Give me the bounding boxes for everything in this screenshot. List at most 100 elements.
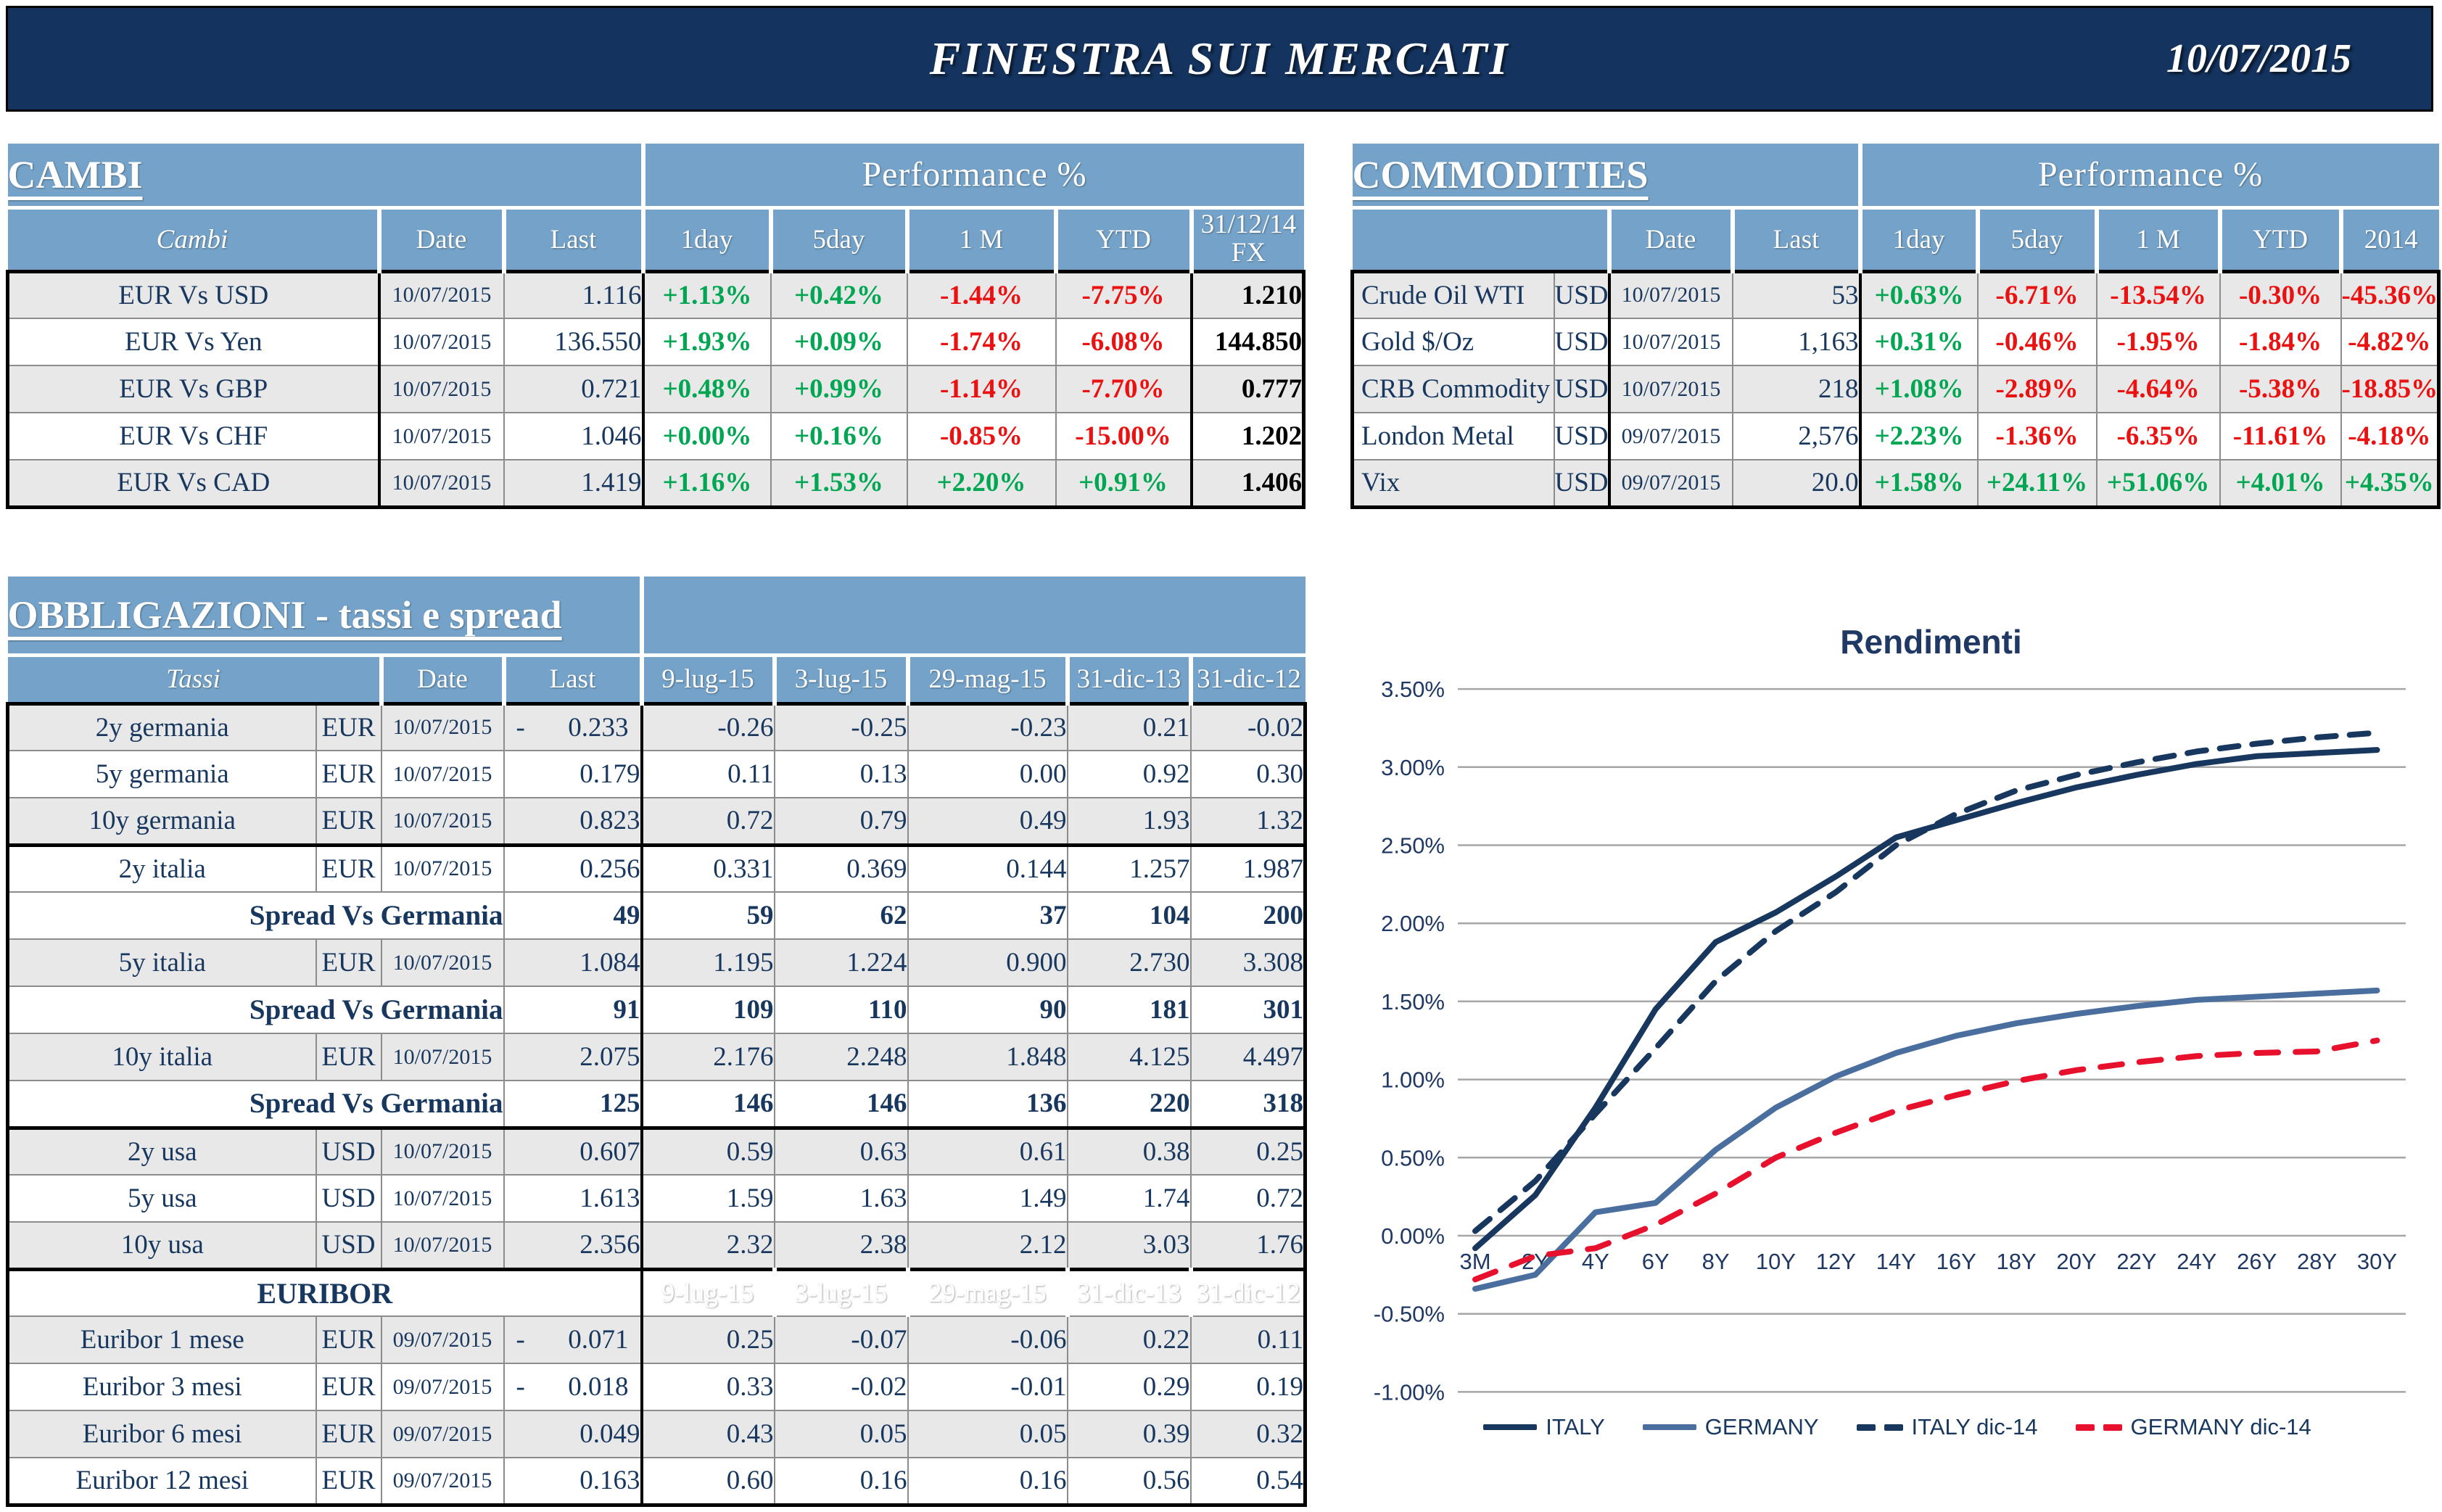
perf-cell: -1.14% [906, 365, 1056, 413]
value-cell: 2.248 [773, 1033, 908, 1081]
value-cell: 0.59 [640, 1127, 775, 1175]
table-row: EUR Vs CAD 10/07/2015 1.419 +1.16% +1.53% +2.… [6, 459, 1306, 509]
perf-cell: -6.08% [1055, 318, 1193, 365]
column-header: 5day [770, 207, 909, 271]
last-cell: 0.179 [503, 750, 643, 798]
perf-cell: -6.71% [1976, 269, 2097, 318]
line-swatch [1483, 1424, 1538, 1430]
line-swatch [1642, 1424, 1696, 1430]
dash-swatch [1884, 1424, 1903, 1431]
value-cell: 0.54 [1189, 1457, 1308, 1507]
spread-value: 318 [1189, 1080, 1308, 1130]
row-name: 10y germania [6, 797, 316, 847]
x-axis-label: 4Y [1582, 1249, 1609, 1274]
value-cell: -0.23 [907, 701, 1068, 751]
fx-cell: 1.210 [1191, 269, 1306, 318]
spread-label: Spread Vs Germania [6, 891, 504, 939]
date-cell: 10/07/2015 [380, 1221, 504, 1271]
value-cell: 0.16 [773, 1457, 908, 1507]
row-name: EUR Vs CHF [6, 412, 381, 460]
column-header: 29-mag-15 [907, 655, 1070, 703]
section-title: COMMODITIES [1352, 144, 1863, 210]
value-cell: 3.308 [1189, 938, 1308, 986]
value-cell: 1.195 [640, 938, 775, 986]
value-cell: 0.56 [1066, 1457, 1191, 1507]
currency-cell: EUR [315, 844, 381, 892]
x-axis-label: 30Y [2357, 1249, 2397, 1274]
value-cell: 0.63 [773, 1127, 908, 1175]
table-row: 2y usa USD 10/07/2015 0.607 0.59 0.63 0.61 0.38… [6, 1127, 1308, 1175]
bonds-title-row: OBBLIGAZIONI - tassi e spread [7, 577, 1305, 657]
perf-cell: +51.06% [2095, 459, 2220, 509]
perf-cell: -0.30% [2219, 269, 2341, 318]
last-accounting: - 0.071 [506, 1324, 639, 1355]
performance-header: Performance % [643, 144, 1304, 210]
series-GERMANY [1472, 987, 2380, 1292]
currency-cell: USD [315, 1174, 381, 1222]
value-cell: 2.730 [1066, 938, 1191, 986]
dash-swatch [2075, 1424, 2095, 1431]
table-row: EUR Vs CHF 10/07/2015 1.046 +0.00% +0.16% -0.… [6, 412, 1306, 460]
perf-cell: -1.44% [906, 269, 1056, 318]
section-title-text: COMMODITIES [1352, 152, 1649, 197]
column-header: Date [379, 207, 506, 271]
table-row: EUR Vs Yen 10/07/2015 136.550 +1.93% +0.09% -… [6, 318, 1306, 365]
x-axis-label: 6Y [1642, 1249, 1670, 1274]
column-header: 31/12/14 FX [1191, 207, 1304, 271]
y-axis-label: 0.00% [1381, 1223, 1445, 1249]
row-name: 2y usa [6, 1127, 316, 1175]
row-name: 5y italia [6, 938, 316, 986]
value-cell: -0.02 [1189, 701, 1308, 751]
row-name: Vix [1350, 459, 1554, 509]
spread-value: 136 [907, 1080, 1068, 1130]
perf-cell: +1.58% [1859, 459, 1978, 509]
value-cell: 0.72 [640, 797, 775, 847]
last-cell: 53 [1731, 269, 1862, 318]
perf-cell: +1.08% [1859, 365, 1978, 413]
perf-cell: +0.00% [642, 412, 771, 460]
column-header [1352, 207, 1612, 271]
spread-label: Spread Vs Germania [6, 986, 504, 1033]
date-cell: 10/07/2015 [380, 1174, 504, 1222]
value-cell: 0.13 [773, 750, 908, 798]
value-cell: 0.21 [1066, 701, 1191, 751]
value-cell: 0.30 [1189, 750, 1308, 798]
y-axis-label: 1.00% [1381, 1067, 1445, 1093]
perf-cell: +0.16% [770, 412, 907, 460]
value-cell: 0.25 [640, 1315, 775, 1363]
row-name: 5y usa [6, 1174, 316, 1222]
section-title-text: OBBLIGAZIONI - tassi e spread [7, 592, 562, 637]
currency-cell: USD [315, 1221, 381, 1271]
performance-header: Performance % [1860, 144, 2439, 210]
legend-swatch-solid [1642, 1424, 1696, 1430]
spread-value: 104 [1066, 891, 1191, 939]
table-row: Spread Vs Germania 125 146 146 136 220 318 [6, 1080, 1308, 1130]
currency-cell: USD [1553, 459, 1611, 509]
value-cell: 0.19 [1189, 1363, 1308, 1410]
last-cell: 1.419 [503, 459, 645, 509]
perf-cell: -1.36% [1976, 412, 2097, 460]
fx-cell: 1.406 [1191, 459, 1306, 509]
date-cell: 10/07/2015 [379, 269, 504, 318]
x-axis-label: 26Y [2237, 1249, 2277, 1274]
x-axis-label: 22Y [2116, 1249, 2156, 1274]
value-cell: 1.987 [1189, 844, 1308, 892]
value-cell: 1.59 [640, 1174, 775, 1222]
value-cell: 1.63 [773, 1174, 908, 1222]
report-date: 10/07/2015 [2166, 36, 2351, 81]
perf-cell: -0.46% [1976, 318, 2097, 365]
row-name: Euribor 1 mese [6, 1315, 316, 1363]
date-cell: 10/07/2015 [1609, 269, 1733, 318]
legend-label: ITALY [1546, 1414, 1605, 1439]
perf-cell: +0.31% [1859, 318, 1978, 365]
perf-cell: -2.89% [1976, 365, 2097, 413]
commodities-table-section: COMMODITIES Performance % Date Last 1day 5day… [1350, 144, 2441, 509]
cambi-title-row: CAMBI Performance % [7, 144, 1304, 210]
legend-label: GERMANY [1704, 1414, 1819, 1439]
date-cell: 10/07/2015 [379, 459, 504, 509]
column-header: Cambi [7, 207, 381, 271]
last-cell: 1.613 [503, 1174, 643, 1222]
table-row: Vix USD 09/07/2015 20.0 +1.58% +24.11% +51.06%… [1350, 459, 2441, 509]
column-header: 9-lug-15 [641, 655, 777, 703]
cambi-header-row: Cambi Date Last 1day 5day 1 M YTD 31/12/14 FX [7, 207, 1304, 271]
